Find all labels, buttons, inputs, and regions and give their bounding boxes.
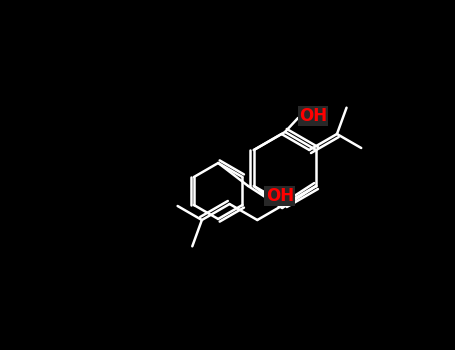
Text: OH: OH	[266, 187, 294, 205]
Text: OH: OH	[299, 107, 327, 125]
